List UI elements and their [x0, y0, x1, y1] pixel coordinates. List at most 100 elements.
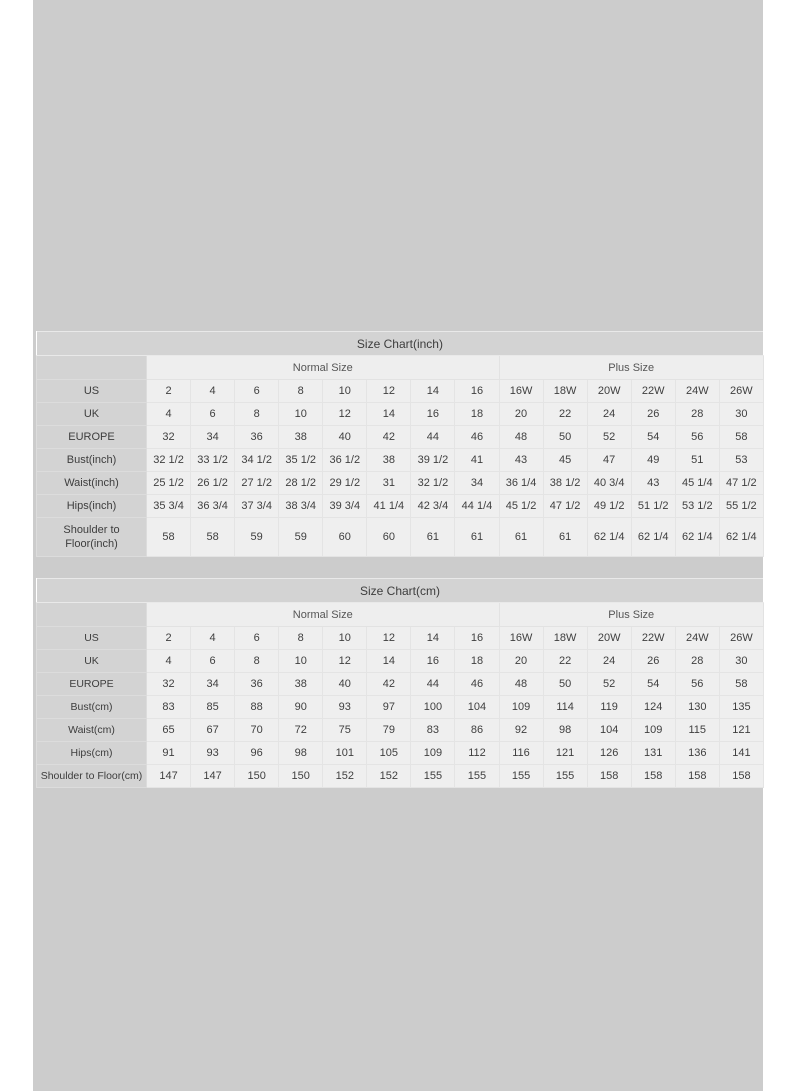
row-label: UK — [36, 649, 147, 673]
table-cell: 18 — [454, 649, 500, 673]
table-cell: 6 — [234, 379, 280, 403]
table-cell: 32 — [145, 425, 192, 449]
table-cell: 38 — [278, 672, 324, 696]
table-cell: 30 — [718, 649, 764, 673]
table-cell: 92 — [498, 718, 544, 742]
table-cell: 40 — [322, 672, 368, 696]
table-row: Hips(inch) 35 3/4 36 3/4 37 3/4 38 3/4 39 3/4… — [36, 494, 764, 518]
table-cell: 152 — [366, 764, 412, 788]
table-cell: 40 3/4 — [586, 471, 632, 495]
table-cell: 16 — [410, 402, 456, 426]
table-cell: 112 — [454, 741, 500, 765]
row-label: Hips(cm) — [36, 741, 147, 765]
group-header-row: Normal Size Plus Size — [36, 355, 764, 380]
table-cell: 147 — [145, 764, 192, 788]
table-cell: 10 — [278, 649, 324, 673]
table-cell: 85 — [190, 695, 236, 719]
table-cell: 97 — [366, 695, 412, 719]
table-cell: 72 — [278, 718, 324, 742]
table-cell: 150 — [278, 764, 324, 788]
chart-title: Size Chart(inch) — [36, 331, 764, 356]
row-label: UK — [36, 402, 147, 426]
table-cell: 42 — [366, 672, 412, 696]
table-cell: 36 1/2 — [322, 448, 368, 472]
table-cell: 46 — [454, 672, 500, 696]
table-cell: 155 — [454, 764, 500, 788]
table-cell: 22W — [630, 379, 676, 403]
table-cell: 93 — [322, 695, 368, 719]
table-cell: 58 — [190, 517, 236, 557]
row-label: Hips(inch) — [36, 494, 147, 518]
table-cell: 54 — [630, 672, 676, 696]
table-cell: 79 — [366, 718, 412, 742]
table-cell: 83 — [410, 718, 456, 742]
group-header-corner — [36, 602, 147, 627]
table-cell: 16 — [454, 379, 500, 403]
table-cell: 32 1/2 — [410, 471, 456, 495]
table-cell: 105 — [366, 741, 412, 765]
table-cell: 67 — [190, 718, 236, 742]
table-cell: 26W — [718, 626, 764, 650]
table-cell: 59 — [278, 517, 324, 557]
table-cell: 8 — [234, 649, 280, 673]
table-cell: 35 1/2 — [278, 448, 324, 472]
table-cell: 8 — [234, 402, 280, 426]
table-cell: 104 — [454, 695, 500, 719]
table-cell: 26 — [630, 402, 676, 426]
table-cell: 44 — [410, 425, 456, 449]
row-label: Shoulder to Floor(cm) — [36, 764, 147, 788]
table-cell: 12 — [322, 649, 368, 673]
table-cell: 115 — [674, 718, 720, 742]
table-cell: 31 — [366, 471, 412, 495]
table-cell: 109 — [410, 741, 456, 765]
table-cell: 51 1/2 — [630, 494, 676, 518]
table-cell: 34 — [190, 425, 236, 449]
table-cell: 22 — [542, 649, 588, 673]
table-cell: 25 1/2 — [145, 471, 192, 495]
table-cell: 48 — [498, 672, 544, 696]
table-cell: 52 — [586, 425, 632, 449]
table-cell: 16 — [410, 649, 456, 673]
table-cell: 34 1/2 — [234, 448, 280, 472]
table-cell: 20 — [498, 649, 544, 673]
row-label: US — [36, 379, 147, 403]
table-cell: 4 — [145, 402, 192, 426]
size-chart-table-cm: Size Chart(cm) Normal Size Plus Size US 2 4 6 8… — [36, 578, 764, 788]
table-cell: 39 1/2 — [410, 448, 456, 472]
table-cell: 16 — [454, 626, 500, 650]
table-row: Shoulder to Floor(inch) 58 58 59 59 60 60 61 61 6… — [36, 517, 764, 557]
size-chart-table-inch: Size Chart(inch) Normal Size Plus Size US 2 4… — [36, 331, 764, 557]
table-cell: 62 1/4 — [718, 517, 764, 557]
table-cell: 158 — [674, 764, 720, 788]
table-cell: 44 — [410, 672, 456, 696]
table-cell: 42 — [366, 425, 412, 449]
table-cell: 35 3/4 — [145, 494, 192, 518]
table-cell: 33 1/2 — [190, 448, 236, 472]
table-cell: 158 — [630, 764, 676, 788]
table-cell: 93 — [190, 741, 236, 765]
table-cell: 47 1/2 — [718, 471, 764, 495]
table-cell: 18 — [454, 402, 500, 426]
table-cell: 56 — [674, 672, 720, 696]
table-cell: 136 — [674, 741, 720, 765]
table-cell: 26 1/2 — [190, 471, 236, 495]
table-cell: 61 — [498, 517, 544, 557]
table-row: Waist(cm) 65 67 70 72 75 79 83 86 92 98 104 109 115 12… — [36, 718, 764, 742]
table-cell: 37 3/4 — [234, 494, 280, 518]
table-cell: 52 — [586, 672, 632, 696]
table-cell: 45 1/4 — [674, 471, 720, 495]
table-cell: 53 1/2 — [674, 494, 720, 518]
table-cell: 61 — [542, 517, 588, 557]
table-cell: 49 — [630, 448, 676, 472]
table-cell: 60 — [322, 517, 368, 557]
table-cell: 36 — [234, 425, 280, 449]
table-cell: 30 — [718, 402, 764, 426]
table-cell: 12 — [322, 402, 368, 426]
table-cell: 38 1/2 — [542, 471, 588, 495]
table-cell: 90 — [278, 695, 324, 719]
table-cell: 16W — [498, 626, 544, 650]
table-cell: 36 — [234, 672, 280, 696]
table-cell: 46 — [454, 425, 500, 449]
table-cell: 121 — [542, 741, 588, 765]
table-cell: 36 3/4 — [190, 494, 236, 518]
